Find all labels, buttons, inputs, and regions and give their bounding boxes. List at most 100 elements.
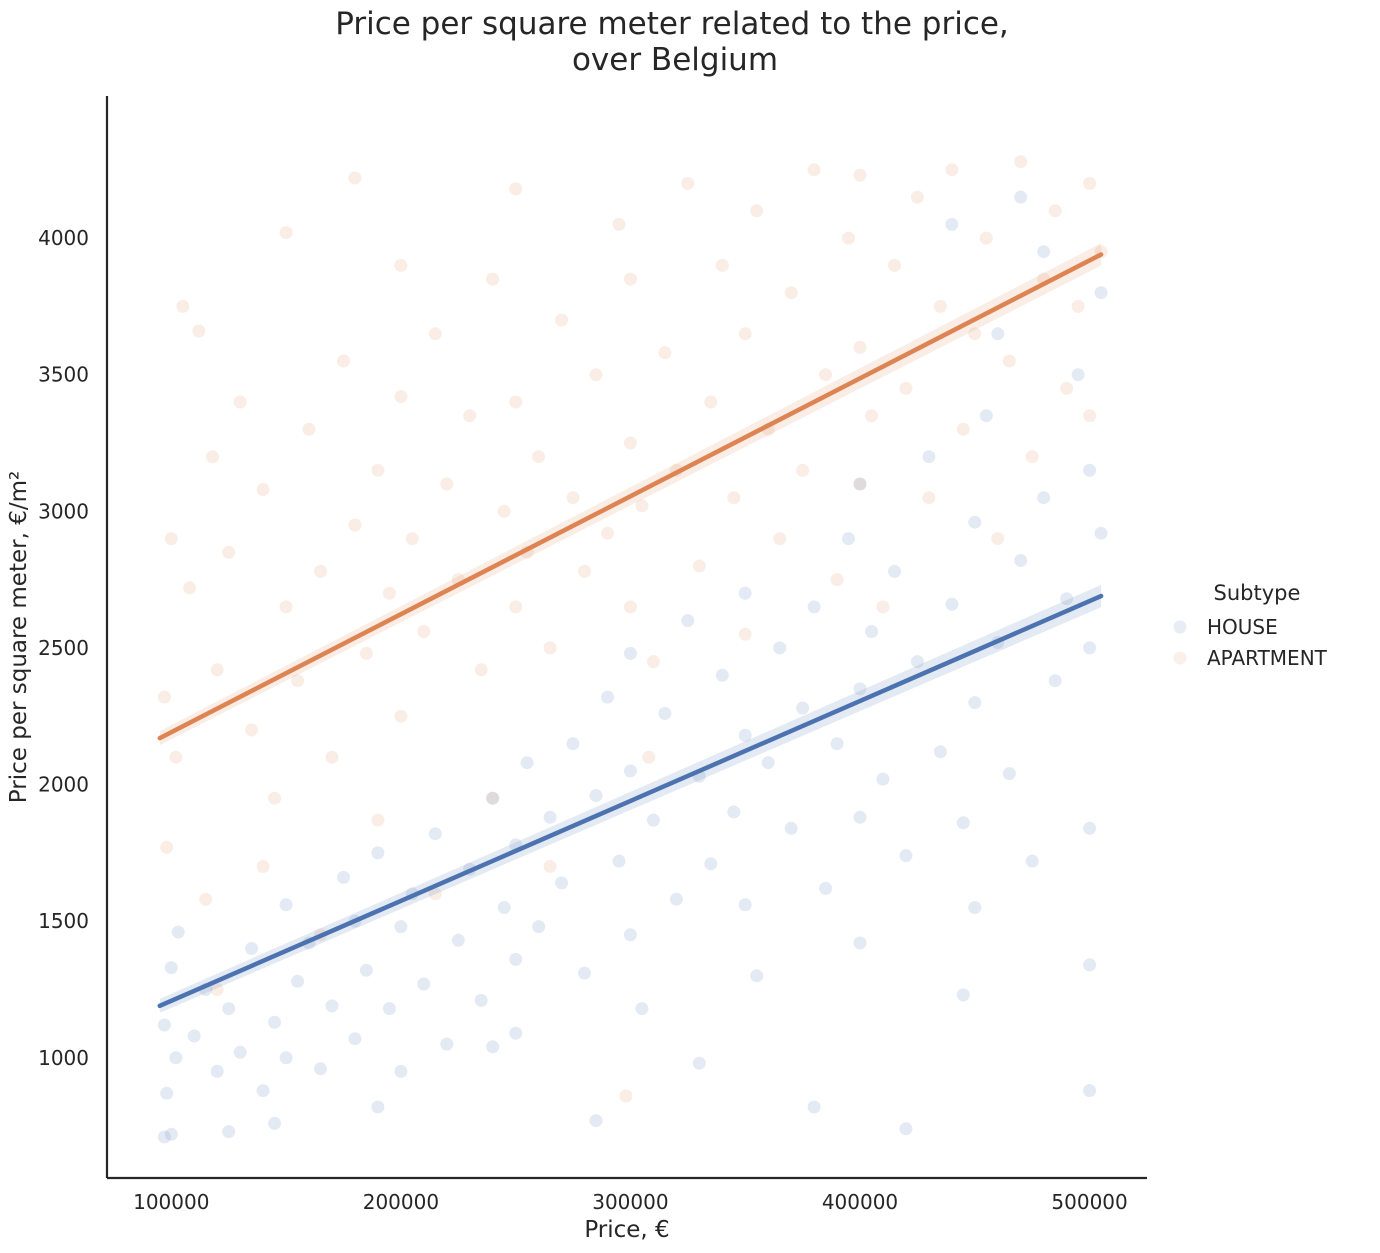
point-apartment-55 [646, 655, 660, 669]
x-tick-label-4: 500000 [1051, 1190, 1127, 1214]
point-house-66 [761, 756, 775, 770]
point-apartment-27 [394, 390, 408, 404]
point-house-5 [164, 961, 178, 975]
point-house-31 [428, 827, 442, 841]
point-apartment-106 [619, 1089, 633, 1103]
point-apartment-78 [876, 600, 890, 614]
point-apartment-39 [509, 600, 523, 614]
regression-line-house [157, 593, 1104, 1009]
point-apartment-62 [727, 491, 741, 505]
point-apartment-8 [206, 450, 220, 464]
point-apartment-41 [509, 182, 523, 196]
point-apartment-93 [1048, 204, 1062, 218]
point-house-94 [1025, 854, 1039, 868]
point-apartment-16 [279, 226, 293, 240]
point-house-62 [738, 728, 752, 742]
point-house-97 [1060, 592, 1074, 606]
point-house-38 [509, 952, 523, 966]
point-apartment-87 [979, 231, 993, 245]
point-house-59 [704, 857, 718, 871]
point-house-68 [784, 821, 798, 835]
point-house-6 [171, 925, 185, 939]
point-house-101 [1083, 463, 1097, 477]
point-house-44 [555, 876, 569, 890]
point-apartment-75 [853, 477, 867, 491]
point-apartment-17 [291, 674, 305, 688]
point-apartment-13 [256, 483, 270, 496]
point-apartment-67 [773, 532, 787, 546]
point-house-40 [509, 1026, 523, 1040]
point-house-30 [417, 977, 431, 991]
point-house-63 [738, 898, 752, 912]
point-house-95 [1037, 491, 1051, 505]
point-house-10 [222, 1002, 236, 1016]
confidence-bands [159, 243, 1102, 1013]
point-apartment-74 [853, 340, 867, 354]
legend-label-house: HOUSE [1207, 615, 1278, 639]
regression-lines [157, 252, 1104, 1009]
point-house-70 [807, 600, 821, 614]
point-house-115 [1014, 190, 1028, 204]
point-house-107 [807, 1100, 821, 1114]
point-house-7 [187, 1029, 201, 1043]
point-apartment-5 [183, 581, 197, 595]
point-apartment-72 [830, 573, 844, 587]
point-apartment-32 [428, 327, 442, 341]
point-house-13 [256, 1084, 270, 1098]
y-tick-label-3: 2500 [38, 636, 89, 660]
point-apartment-45 [555, 313, 569, 327]
point-house-47 [589, 789, 603, 802]
point-house-57 [681, 614, 695, 628]
point-apartment-43 [532, 450, 546, 464]
point-house-48 [601, 690, 614, 704]
point-house-67 [773, 641, 787, 655]
point-house-105 [956, 988, 970, 1002]
point-apartment-2 [160, 840, 174, 854]
point-apartment-20 [325, 750, 339, 764]
point-house-88 [968, 696, 982, 710]
point-apartment-104 [256, 860, 270, 873]
point-house-28 [394, 1064, 408, 1078]
point-house-11 [233, 1045, 247, 1059]
point-apartment-46 [566, 491, 580, 505]
point-house-41 [520, 756, 534, 770]
point-apartment-38 [497, 504, 511, 518]
y-tick-label-2: 2000 [38, 773, 89, 797]
legend: Subtype HOUSE APARTMENT [1173, 581, 1328, 670]
point-apartment-35 [463, 409, 477, 423]
point-house-106 [899, 1122, 913, 1136]
x-tick-label-2: 300000 [592, 1190, 668, 1214]
y-tick-label-4: 3000 [38, 499, 89, 523]
legend-label-apartment: APARTMENT [1207, 646, 1328, 670]
point-house-72 [830, 737, 844, 751]
point-apartment-29 [394, 258, 408, 272]
x-tick-labels: 100000 200000 300000 400000 500000 [133, 1190, 1128, 1214]
point-apartment-65 [750, 204, 764, 218]
point-house-37 [497, 901, 511, 914]
point-house-1 [164, 1127, 178, 1141]
point-house-89 [968, 901, 982, 914]
point-house-109 [589, 1114, 603, 1128]
point-house-56 [669, 892, 683, 906]
point-apartment-30 [405, 532, 419, 546]
point-house-61 [727, 805, 741, 819]
point-house-114 [1037, 245, 1051, 259]
point-house-100 [1083, 821, 1097, 835]
point-apartment-52 [623, 600, 637, 614]
point-house-76 [853, 477, 867, 491]
x-tick-label-1: 200000 [363, 1190, 439, 1214]
point-house-83 [922, 450, 936, 464]
point-apartment-26 [382, 586, 396, 600]
point-house-71 [819, 881, 833, 895]
point-house-117 [991, 327, 1005, 341]
point-apartment-28 [394, 709, 408, 723]
y-tick-label-6: 4000 [38, 226, 89, 250]
point-house-104 [1094, 526, 1108, 540]
point-house-0 [157, 1130, 171, 1144]
chart-title: Price per square meter related to the pr… [335, 6, 1009, 78]
point-house-81 [899, 849, 913, 863]
point-apartment-100 [486, 791, 500, 805]
point-house-4 [157, 1018, 171, 1032]
point-apartment-90 [1014, 155, 1028, 169]
point-house-79 [876, 772, 890, 786]
